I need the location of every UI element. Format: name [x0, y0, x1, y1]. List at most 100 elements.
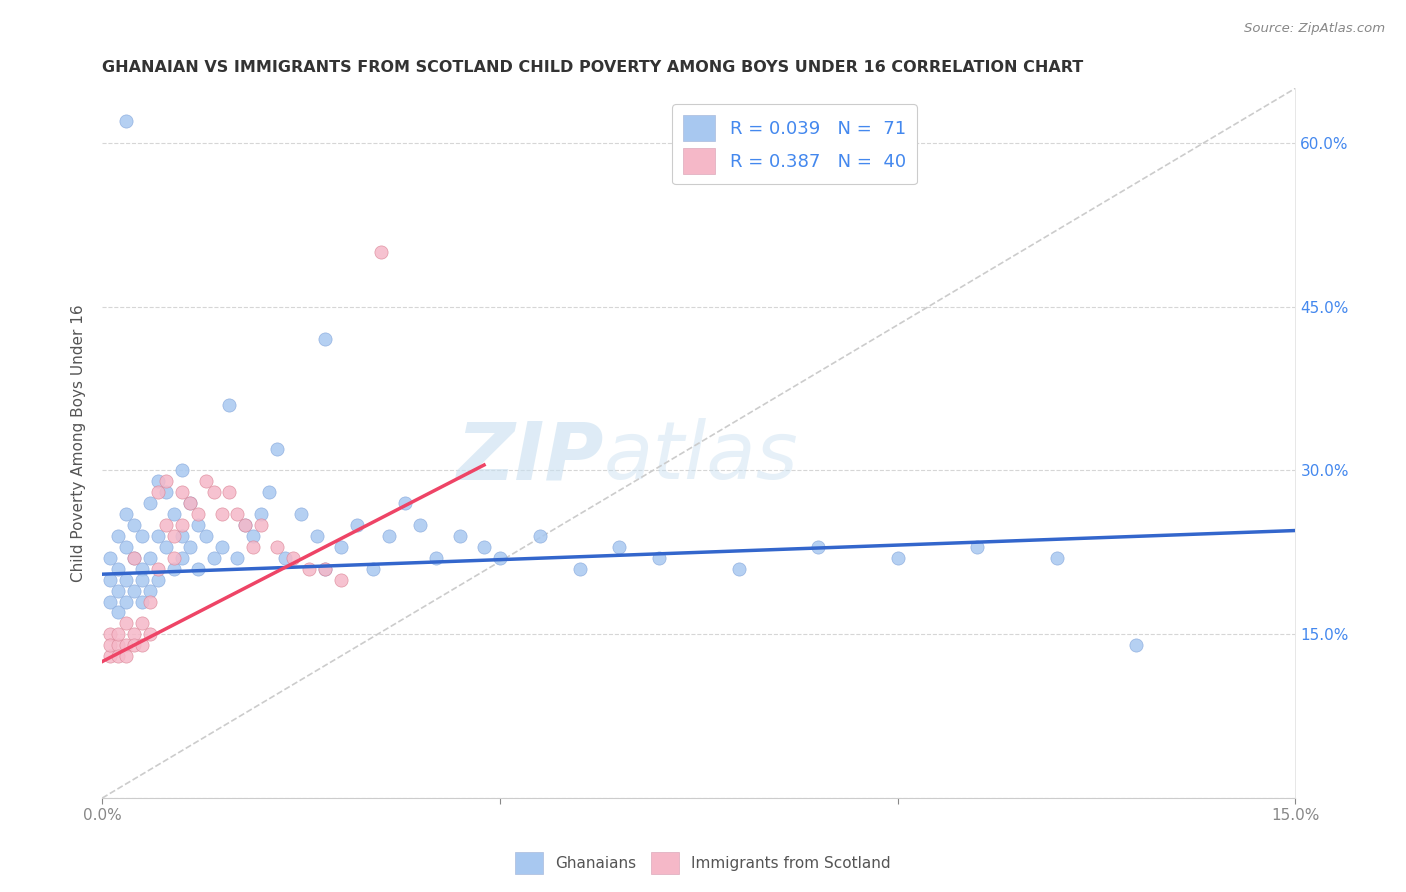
Text: atlas: atlas: [603, 418, 799, 496]
Point: [155, 540, 177, 554]
Point: [107, 529, 129, 543]
Point: [107, 638, 129, 652]
Point: [361, 562, 384, 576]
Point: [568, 562, 591, 576]
Point: [727, 562, 749, 576]
Point: [187, 507, 209, 521]
Point: [139, 627, 162, 641]
Point: [179, 496, 201, 510]
Point: [122, 627, 145, 641]
Point: [259, 485, 281, 500]
Point: [314, 562, 336, 576]
Point: [146, 529, 169, 543]
Point: [489, 550, 512, 565]
Point: [529, 529, 551, 543]
Point: [202, 550, 225, 565]
Point: [98, 594, 121, 608]
Point: [211, 540, 233, 554]
Point: [194, 529, 217, 543]
Point: [98, 550, 121, 565]
Point: [226, 507, 249, 521]
Point: [329, 540, 352, 554]
Point: [409, 518, 432, 533]
Point: [163, 562, 186, 576]
Point: [163, 550, 186, 565]
Point: [146, 573, 169, 587]
Point: [242, 540, 264, 554]
Point: [807, 540, 830, 554]
Point: [250, 518, 273, 533]
Point: [886, 550, 908, 565]
Point: [170, 463, 193, 477]
Point: [194, 475, 217, 489]
Point: [122, 550, 145, 565]
Point: [98, 638, 121, 652]
Point: [242, 529, 264, 543]
Point: [218, 398, 240, 412]
Point: [329, 573, 352, 587]
Point: [1046, 550, 1069, 565]
Point: [98, 649, 121, 664]
Point: [187, 518, 209, 533]
Point: [266, 540, 288, 554]
Legend: R = 0.039   N =  71, R = 0.387   N =  40: R = 0.039 N = 71, R = 0.387 N = 40: [672, 104, 917, 185]
Point: [155, 475, 177, 489]
Point: [155, 518, 177, 533]
Point: [218, 485, 240, 500]
Point: [146, 475, 169, 489]
Point: [115, 616, 138, 631]
Point: [139, 550, 162, 565]
Point: [607, 540, 630, 554]
Legend: Ghanaians, Immigrants from Scotland: Ghanaians, Immigrants from Scotland: [509, 846, 897, 880]
Point: [163, 507, 186, 521]
Point: [115, 540, 138, 554]
Point: [394, 496, 416, 510]
Point: [346, 518, 368, 533]
Point: [250, 507, 273, 521]
Point: [235, 518, 257, 533]
Point: [131, 573, 153, 587]
Point: [170, 518, 193, 533]
Point: [107, 649, 129, 664]
Point: [115, 638, 138, 652]
Point: [131, 638, 153, 652]
Point: [131, 616, 153, 631]
Point: [1125, 638, 1147, 652]
Point: [377, 529, 399, 543]
Point: [163, 529, 186, 543]
Point: [107, 562, 129, 576]
Point: [314, 333, 336, 347]
Point: [131, 562, 153, 576]
Point: [314, 562, 336, 576]
Point: [115, 649, 138, 664]
Point: [146, 485, 169, 500]
Text: Source: ZipAtlas.com: Source: ZipAtlas.com: [1244, 22, 1385, 36]
Point: [107, 606, 129, 620]
Point: [115, 507, 138, 521]
Point: [122, 638, 145, 652]
Point: [290, 507, 312, 521]
Point: [98, 573, 121, 587]
Point: [305, 529, 328, 543]
Point: [115, 114, 138, 128]
Point: [179, 540, 201, 554]
Point: [122, 583, 145, 598]
Point: [122, 518, 145, 533]
Text: GHANAIAN VS IMMIGRANTS FROM SCOTLAND CHILD POVERTY AMONG BOYS UNDER 16 CORRELATI: GHANAIAN VS IMMIGRANTS FROM SCOTLAND CHI…: [103, 60, 1084, 75]
Point: [139, 583, 162, 598]
Point: [139, 496, 162, 510]
Point: [139, 594, 162, 608]
Point: [187, 562, 209, 576]
Point: [472, 540, 495, 554]
Point: [98, 627, 121, 641]
Point: [170, 485, 193, 500]
Point: [107, 583, 129, 598]
Point: [266, 442, 288, 456]
Point: [370, 245, 392, 260]
Point: [648, 550, 671, 565]
Point: [122, 550, 145, 565]
Point: [146, 562, 169, 576]
Point: [107, 627, 129, 641]
Point: [131, 529, 153, 543]
Point: [211, 507, 233, 521]
